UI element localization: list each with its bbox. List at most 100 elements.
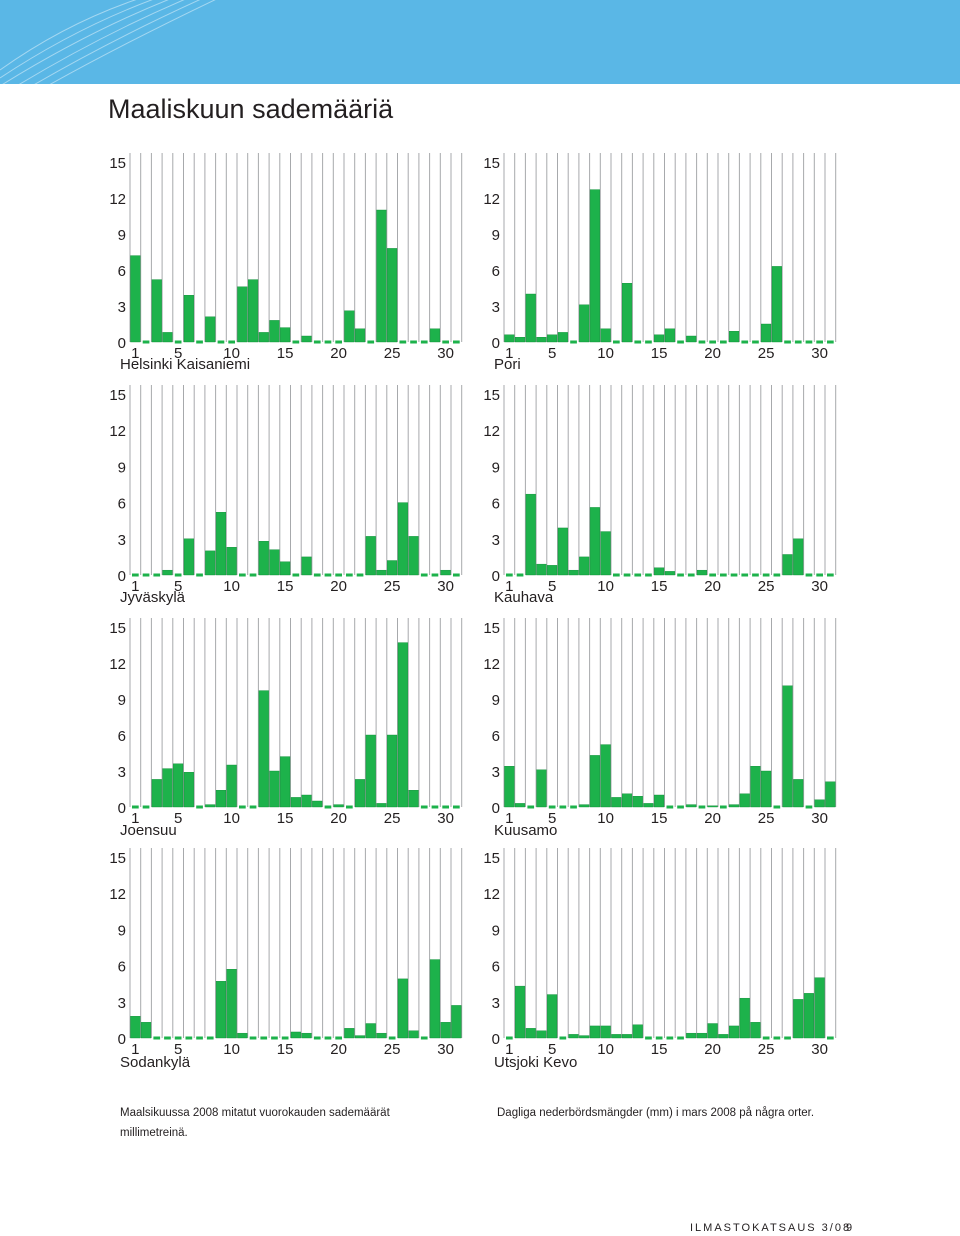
bar-day-23	[365, 536, 376, 576]
station-label: Kauhava	[494, 589, 554, 606]
bar-day-7	[570, 805, 577, 809]
bar-day-4	[536, 337, 547, 343]
x-tick-label: 15	[277, 1041, 294, 1058]
x-tick-label: 10	[223, 578, 240, 595]
bar-day-21	[720, 340, 727, 344]
bar-day-15	[655, 1036, 663, 1040]
bar-day-13	[634, 340, 642, 344]
bar-day-8	[205, 804, 216, 808]
bar-day-3	[525, 1028, 536, 1039]
bar-day-22	[356, 573, 364, 577]
bar-day-1	[504, 334, 515, 343]
bar-day-1	[506, 1036, 513, 1040]
y-tick-label: 0	[118, 568, 126, 585]
bar-day-6	[183, 295, 194, 343]
bar-day-16	[292, 573, 300, 577]
bar-day-24	[750, 1022, 761, 1039]
bar-day-31	[827, 1036, 834, 1040]
bar-day-4	[162, 768, 173, 808]
bar-day-31	[827, 573, 834, 577]
bar-day-20	[335, 340, 342, 344]
bar-day-18	[687, 573, 695, 577]
x-tick-label: 20	[330, 810, 347, 827]
y-tick-label: 3	[492, 764, 500, 781]
y-tick-label: 12	[109, 423, 126, 440]
y-tick-label: 6	[492, 728, 500, 745]
bar-day-12	[247, 279, 259, 343]
x-tick-label: 5	[174, 1041, 182, 1058]
bar-day-17	[301, 335, 312, 343]
y-tick-label: 0	[118, 1031, 126, 1048]
x-tick-label: 25	[384, 578, 401, 595]
bar-day-16	[664, 571, 675, 576]
bar-day-1	[506, 573, 513, 577]
bar-day-27	[408, 536, 419, 576]
bar-day-19	[698, 340, 706, 344]
bar-day-27	[408, 790, 419, 808]
bar-day-16	[290, 797, 301, 808]
x-tick-label: 25	[758, 1041, 775, 1058]
bar-day-17	[677, 573, 684, 577]
x-tick-label: 10	[597, 1041, 614, 1058]
bar-day-9	[215, 512, 227, 576]
bar-day-19	[696, 1032, 707, 1039]
bar-day-28	[420, 573, 428, 577]
x-tick-label: 5	[548, 578, 556, 595]
bar-day-12	[623, 573, 631, 577]
x-tick-label: 10	[597, 578, 614, 595]
bar-day-2	[515, 985, 526, 1039]
x-tick-label: 15	[651, 578, 668, 595]
page-title: Maaliskuun sademääriä	[108, 94, 394, 124]
bar-day-19	[324, 1036, 332, 1040]
caption-finnish: Maalsikuussa 2008 mitatut vuorokauden sa…	[120, 1107, 390, 1139]
bar-day-14	[645, 573, 652, 577]
bar-day-25	[762, 573, 770, 577]
y-tick-label: 9	[492, 227, 500, 244]
bar-day-17	[301, 1032, 312, 1039]
x-tick-label: 1	[505, 810, 513, 827]
bar-day-31	[453, 340, 460, 344]
y-tick-label: 15	[109, 620, 126, 637]
bar-day-29	[805, 573, 813, 577]
bar-day-26	[399, 340, 407, 344]
y-tick-label: 0	[118, 335, 126, 352]
bar-day-28	[793, 999, 804, 1039]
bar-day-31	[451, 1005, 462, 1039]
y-tick-label: 9	[118, 459, 126, 476]
bar-day-17	[677, 1036, 684, 1040]
bar-day-2	[140, 1022, 152, 1039]
y-tick-label: 9	[118, 227, 126, 244]
bar-day-22	[729, 331, 740, 343]
bar-day-2	[142, 340, 150, 344]
bar-day-7	[196, 805, 203, 809]
bar-day-20	[709, 573, 716, 577]
x-tick-label: 15	[651, 1041, 668, 1058]
y-tick-label: 3	[492, 299, 500, 316]
x-tick-label: 20	[704, 810, 721, 827]
bar-day-29	[429, 959, 441, 1039]
bar-day-5	[174, 573, 182, 577]
bar-day-13	[260, 1036, 268, 1040]
bar-day-25	[387, 248, 398, 343]
bar-day-31	[453, 573, 460, 577]
x-tick-label: 30	[437, 810, 454, 827]
bar-day-5	[174, 340, 182, 344]
bar-day-9	[589, 1025, 600, 1039]
bar-day-2	[515, 803, 526, 808]
y-tick-label: 3	[118, 995, 126, 1012]
bar-day-19	[324, 805, 332, 809]
bar-day-31	[825, 781, 836, 808]
x-tick-label: 20	[704, 1041, 721, 1058]
bar-day-24	[376, 1032, 387, 1039]
bar-day-23	[367, 340, 375, 344]
bar-day-21	[720, 805, 727, 809]
y-tick-label: 15	[109, 850, 126, 867]
bar-day-22	[355, 779, 366, 808]
y-tick-label: 6	[118, 959, 126, 976]
bar-day-9	[217, 340, 225, 344]
x-tick-label: 1	[131, 1041, 139, 1058]
x-tick-label: 15	[277, 810, 294, 827]
